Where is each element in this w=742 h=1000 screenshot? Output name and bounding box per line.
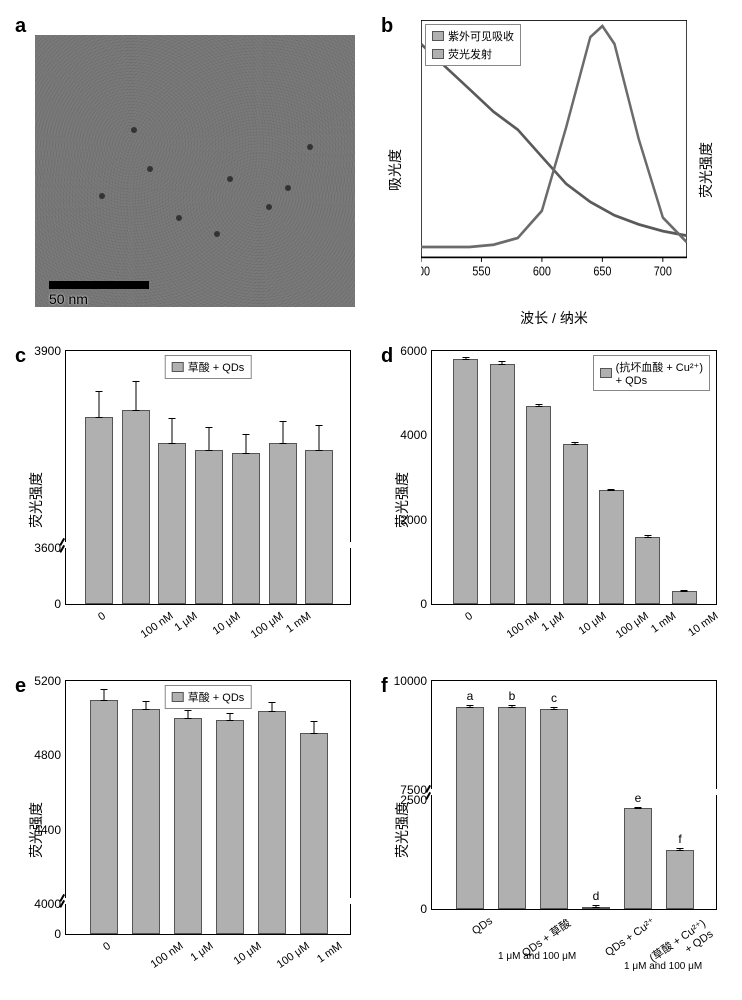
bar: b [498, 707, 526, 909]
svg-text:600: 600 [533, 265, 552, 279]
bar: c [540, 709, 568, 909]
bar [132, 709, 160, 934]
f-ylabel: 荧光强度 [392, 802, 412, 858]
bar [122, 410, 150, 604]
c-ylabel: 荧光强度 [26, 472, 46, 528]
scale-label: 50 nm [49, 291, 88, 307]
bar: e [624, 808, 652, 909]
bar [232, 453, 260, 604]
f-plot: 02500750010000abcdefQDsQDs + 草酸QDs + Cu²… [431, 680, 717, 910]
panel-e: e 荧光强度 草酸 + QDs 040004400480052000100 nM… [10, 670, 366, 990]
b-plot-area: 500 550 600 650 700 紫外可见吸收 荧光发射 [421, 20, 687, 280]
b-ylabel-right: 荧光强度 [696, 142, 716, 198]
panel-b-label: b [381, 15, 393, 38]
tem-image: 50 nm [35, 35, 355, 307]
bar [635, 537, 660, 604]
panel-d: d 荧光强度 (抗坏血酸 + Cu²⁺) + QDs 0200040006000… [376, 340, 732, 660]
bar [269, 443, 297, 604]
svg-text:650: 650 [593, 265, 612, 279]
bar [490, 364, 515, 604]
panel-f-label: f [381, 675, 388, 698]
panel-e-label: e [15, 675, 26, 698]
legend-e: 草酸 + QDs [165, 685, 252, 709]
b-ylabel-left: 吸光度 [385, 149, 405, 191]
legend-b: 紫外可见吸收 荧光发射 [425, 24, 521, 66]
bar: a [456, 707, 484, 909]
bar [599, 490, 624, 604]
legend-d: (抗坏血酸 + Cu²⁺) + QDs [593, 355, 710, 391]
bar [300, 733, 328, 934]
d-plot: (抗坏血酸 + Cu²⁺) + QDs 02000400060000100 nM… [431, 350, 717, 605]
bar: f [666, 850, 694, 909]
panel-d-label: d [381, 345, 393, 368]
panel-c-label: c [15, 345, 26, 368]
bar [258, 711, 286, 934]
bar [85, 417, 113, 604]
c-plot: 草酸 + QDs 0360039000100 nM1 μM10 μM100 μM… [65, 350, 351, 605]
bar [158, 443, 186, 604]
bar [174, 718, 202, 934]
bar [305, 450, 333, 604]
bar [526, 406, 551, 604]
panel-f: f 荧光强度 02500750010000abcdefQDsQDs + 草酸QD… [376, 670, 732, 990]
bar [672, 591, 697, 604]
bar: d [582, 907, 610, 909]
svg-text:550: 550 [472, 265, 491, 279]
scale-bar [49, 281, 149, 289]
svg-text:500: 500 [421, 265, 431, 279]
svg-text:700: 700 [654, 265, 673, 279]
b-xlabel: 波长 / 纳米 [520, 308, 588, 328]
panel-a-label: a [15, 15, 26, 38]
bar [90, 700, 118, 934]
bar [195, 450, 223, 604]
bar [453, 359, 478, 604]
bar [563, 444, 588, 604]
panel-c: c 荧光强度 草酸 + QDs 0360039000100 nM1 μM10 μ… [10, 340, 366, 660]
legend-c: 草酸 + QDs [165, 355, 252, 379]
panel-a: a 50 nm [10, 10, 366, 330]
panel-b: b 吸光度 荧光强度 波长 / 纳米 500 550 600 650 700 紫外可见吸… [376, 10, 732, 330]
e-plot: 草酸 + QDs 040004400480052000100 nM1 μM10 … [65, 680, 351, 935]
bar [216, 720, 244, 934]
